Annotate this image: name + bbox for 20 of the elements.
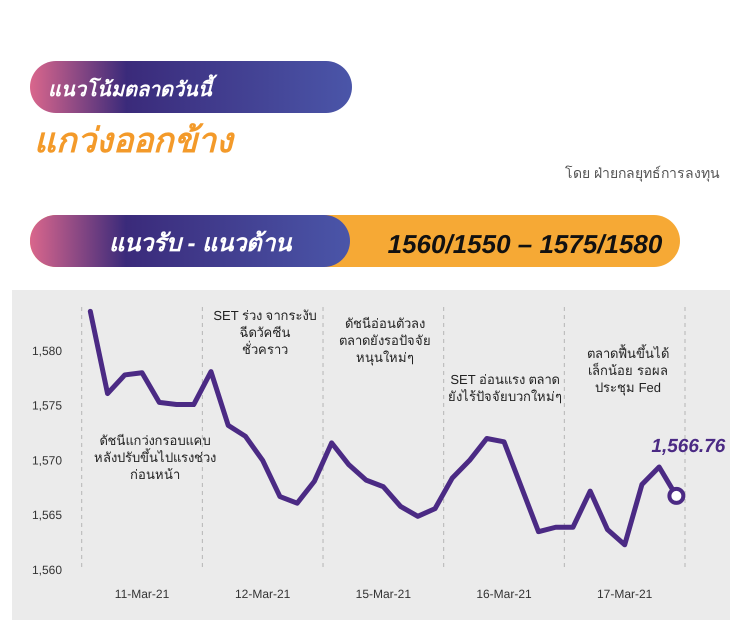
chart-subtitle: แกว่งออกข้าง [34,122,235,160]
x-tick-label: 12-Mar-21 [235,587,291,601]
x-tick-label: 11-Mar-21 [114,587,170,601]
data-label: 1,566.76 [651,436,726,457]
x-tick-label: 16-Mar-21 [476,587,532,601]
annotation: SET ร่วง จากระงับ ฉีดวัคซีน ชั่วคราว [213,308,317,357]
annotation: SET อ่อนแรง ตลาด ยังไร้ปัจจัยบวกใหม่ๆ [448,372,562,404]
text: แนวรับ - แนวต้าน [108,230,294,257]
text: 1560/1550 – 1575/1580 [388,229,663,259]
annotation: ดัชนีแกว่งกรอบแคบ หลังปรับขึ้นไปแรงช่วง ก่อนหน้า [94,433,216,482]
y-tick-label: 1,565 [32,508,62,522]
text: โดย ฝ่ายกลยุทธ์การลงทุน [565,165,720,182]
x-tick-label: 17-Mar-21 [596,587,653,601]
annotation: ตลาดฟื้นขึ้นได้ เล็กน้อย รอผล ประชุม Fed [587,344,669,396]
y-tick-label: 1,570 [32,453,62,468]
y-tick-label: 1,580 [32,344,62,358]
x-tick-label: 15-Mar-21 [356,587,412,601]
y-tick-label: 1,575 [32,398,62,413]
annotation: ดัชนีอ่อนตัวลง ตลาดยังรอปัจจัย หนุนใหม่ๆ [339,316,431,366]
y-tick-label: 1,560 [32,563,62,577]
